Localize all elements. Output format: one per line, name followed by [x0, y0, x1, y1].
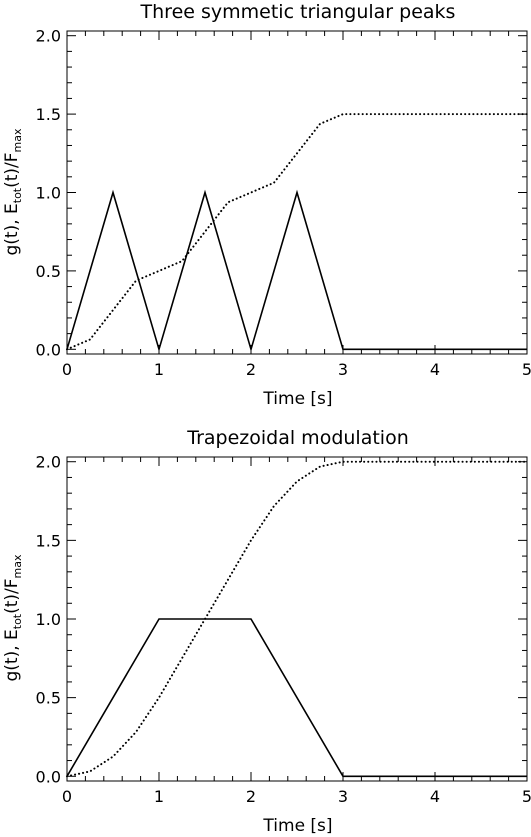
y-tick-label: 1.0 — [36, 610, 61, 629]
y-axis-label: g(t), Etot(t)/Fmax — [2, 128, 24, 256]
y-tick-label: 0.0 — [36, 340, 61, 359]
x-tick-label: 4 — [430, 787, 440, 806]
series-line-dotted — [66, 113, 528, 351]
x-tick-label: 2 — [246, 360, 256, 379]
y-tick-label: 1.0 — [36, 184, 61, 203]
x-tick-label: 5 — [522, 787, 531, 806]
series-line-solid — [66, 618, 527, 778]
x-axis-label: Time [s] — [262, 389, 332, 409]
x-tick-label: 4 — [430, 360, 440, 379]
chart-title: Three symmetic triangular peaks — [140, 1, 456, 23]
y-tick-label: 1.5 — [36, 105, 61, 124]
x-tick-label: 0 — [62, 787, 72, 806]
y-tick-label: 1.5 — [36, 531, 61, 550]
chart-trapezoidal-modulation: Trapezoidal modulation Time [s] g(t), Et… — [2, 427, 531, 836]
y-tick-label: 0.5 — [36, 262, 61, 281]
x-tick-label: 0 — [62, 360, 72, 379]
plot-frame — [66, 456, 528, 782]
chart-triangular-peaks: Three symmetic triangular peaks Time [s]… — [2, 1, 531, 409]
x-tick-label: 5 — [522, 360, 531, 379]
series-line-dotted — [66, 460, 528, 778]
x-tick-label: 3 — [338, 360, 348, 379]
y-tick-label: 2.0 — [36, 27, 61, 46]
x-tick-label: 3 — [338, 787, 348, 806]
series-line-solid — [66, 189, 527, 353]
y-tick-label: 2.0 — [36, 453, 61, 472]
y-tick-label: 0.5 — [36, 689, 61, 708]
chart-title: Trapezoidal modulation — [186, 427, 408, 449]
y-axis-label: g(t), Etot(t)/Fmax — [2, 554, 24, 682]
x-axis-label: Time [s] — [262, 816, 332, 836]
x-tick-label: 1 — [154, 360, 164, 379]
x-tick-label: 2 — [246, 787, 256, 806]
y-tick-label: 0.0 — [36, 767, 61, 786]
x-tick-label: 1 — [154, 787, 164, 806]
